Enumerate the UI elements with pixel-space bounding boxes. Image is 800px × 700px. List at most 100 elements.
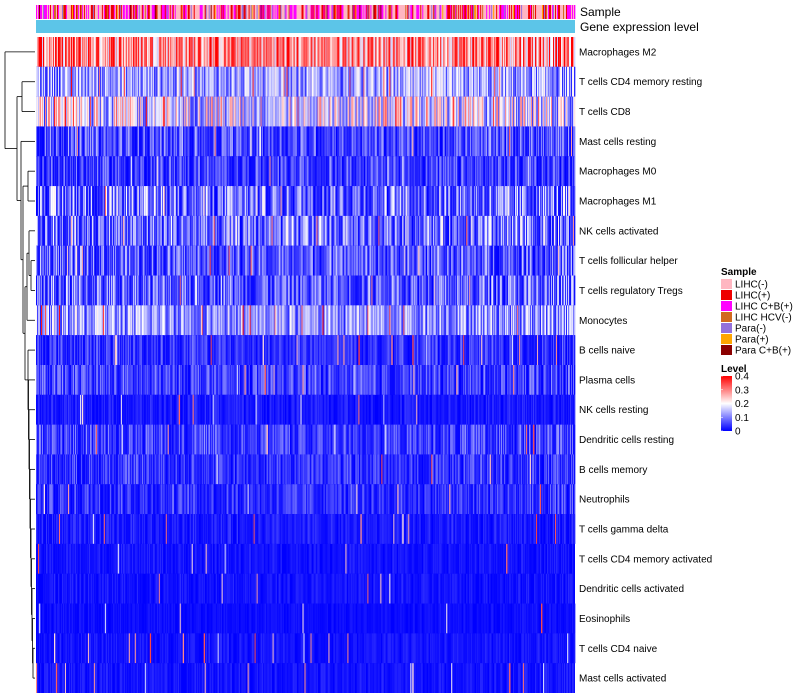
heatmap-cell <box>422 215 424 246</box>
heatmap-cell <box>484 186 486 216</box>
heatmap-cell <box>279 126 281 157</box>
sample-annotation-cell <box>396 5 398 19</box>
heatmap-cell <box>562 96 564 127</box>
heatmap-cell <box>450 96 452 127</box>
heatmap-cell <box>490 96 492 127</box>
heatmap-cell <box>140 186 143 216</box>
heatmap-cell <box>489 96 491 127</box>
heatmap-cell <box>521 37 523 67</box>
heatmap-cell <box>504 37 506 67</box>
heatmap-cell <box>107 215 110 246</box>
sample-annotation-cell <box>554 5 556 19</box>
heatmap-cell <box>429 96 431 127</box>
heatmap-cell <box>495 156 497 187</box>
heatmap-cell <box>293 275 295 306</box>
heatmap-cell <box>111 126 114 157</box>
heatmap-cell <box>347 66 349 97</box>
heatmap-cell <box>408 96 410 127</box>
heatmap-cell <box>407 245 409 276</box>
heatmap-cell <box>172 96 175 127</box>
heatmap-cell <box>280 186 282 216</box>
heatmap-cell <box>74 275 77 306</box>
heatmap-cell <box>472 126 474 157</box>
heatmap-cell <box>445 186 447 216</box>
heatmap-cell <box>217 186 220 216</box>
heatmap-cell <box>283 126 285 157</box>
sample-annotation-cell <box>378 5 380 19</box>
heatmap-cell <box>195 186 198 216</box>
heatmap-cell <box>441 156 443 187</box>
heatmap-cell <box>570 215 572 246</box>
heatmap-cell <box>233 96 235 127</box>
heatmap-cell <box>465 245 467 276</box>
heatmap-cell <box>292 275 294 306</box>
heatmap-cell <box>108 96 111 127</box>
heatmap-cell <box>363 96 365 127</box>
sample-annotation-cell <box>103 5 106 19</box>
sample-annotation-cell <box>390 5 392 19</box>
heatmap-cell <box>213 66 216 97</box>
heatmap-cell <box>68 96 71 127</box>
sample-annotation-cell <box>107 5 110 19</box>
heatmap-cell <box>400 275 402 306</box>
heatmap-cell <box>427 126 429 157</box>
heatmap-cell <box>375 275 377 306</box>
heatmap-cell <box>265 96 267 127</box>
heatmap-cell <box>249 66 251 97</box>
heatmap-cell <box>544 215 546 246</box>
heatmap-cell <box>306 156 308 187</box>
heatmap-cell <box>333 215 335 246</box>
heatmap-cell <box>280 37 282 67</box>
heatmap-cell <box>112 156 115 187</box>
heatmap-cell <box>314 245 316 276</box>
heatmap-cell <box>299 275 301 306</box>
heatmap-cell <box>65 66 68 97</box>
heatmap-cell <box>293 96 295 127</box>
heatmap-cell <box>97 126 100 157</box>
heatmap-cell <box>473 66 475 97</box>
heatmap-cell <box>89 37 92 67</box>
heatmap-cell <box>518 66 520 97</box>
heatmap-cell <box>46 275 49 306</box>
heatmap-cell <box>199 37 202 67</box>
heatmap-cell <box>114 245 117 276</box>
heatmap-cell <box>515 215 517 246</box>
heatmap-cell <box>375 156 377 187</box>
heatmap-cell <box>563 126 565 157</box>
heatmap-cell <box>296 66 298 97</box>
heatmap-cell <box>566 215 568 246</box>
heatmap-cell <box>500 126 502 157</box>
heatmap-cell <box>278 215 280 246</box>
heatmap-cell <box>233 275 235 306</box>
heatmap-cell <box>105 156 108 187</box>
heatmap-cell <box>108 186 111 216</box>
sample-annotation-cell <box>562 5 564 19</box>
sample-annotation-cell <box>426 5 428 19</box>
heatmap-cell <box>417 37 419 67</box>
heatmap-cell <box>183 215 186 246</box>
heatmap-cell <box>449 66 451 97</box>
heatmap-cell <box>302 215 304 246</box>
heatmap-cell <box>352 96 354 127</box>
heatmap-cell <box>271 245 273 276</box>
heatmap-cell <box>65 215 68 246</box>
heatmap-cell <box>299 66 301 97</box>
heatmap-cell <box>152 96 155 127</box>
heatmap-cell <box>191 245 194 276</box>
heatmap-cell <box>126 66 129 97</box>
heatmap-cell <box>148 186 151 216</box>
sample-annotation-cell <box>207 5 210 19</box>
heatmap-cell <box>392 126 394 157</box>
heatmap-cell <box>53 275 56 306</box>
heatmap-cell <box>243 66 245 97</box>
heatmap-cell <box>409 66 411 97</box>
heatmap-cell <box>212 245 215 276</box>
heatmap-cell <box>169 275 172 306</box>
heatmap-cell <box>555 96 557 127</box>
heatmap-cell <box>246 156 248 187</box>
sample-annotation-cell <box>506 5 508 19</box>
sample-annotation-cell <box>304 5 306 19</box>
heatmap-cell <box>214 66 217 97</box>
heatmap-cell <box>283 66 285 97</box>
heatmap-cell <box>89 186 92 216</box>
